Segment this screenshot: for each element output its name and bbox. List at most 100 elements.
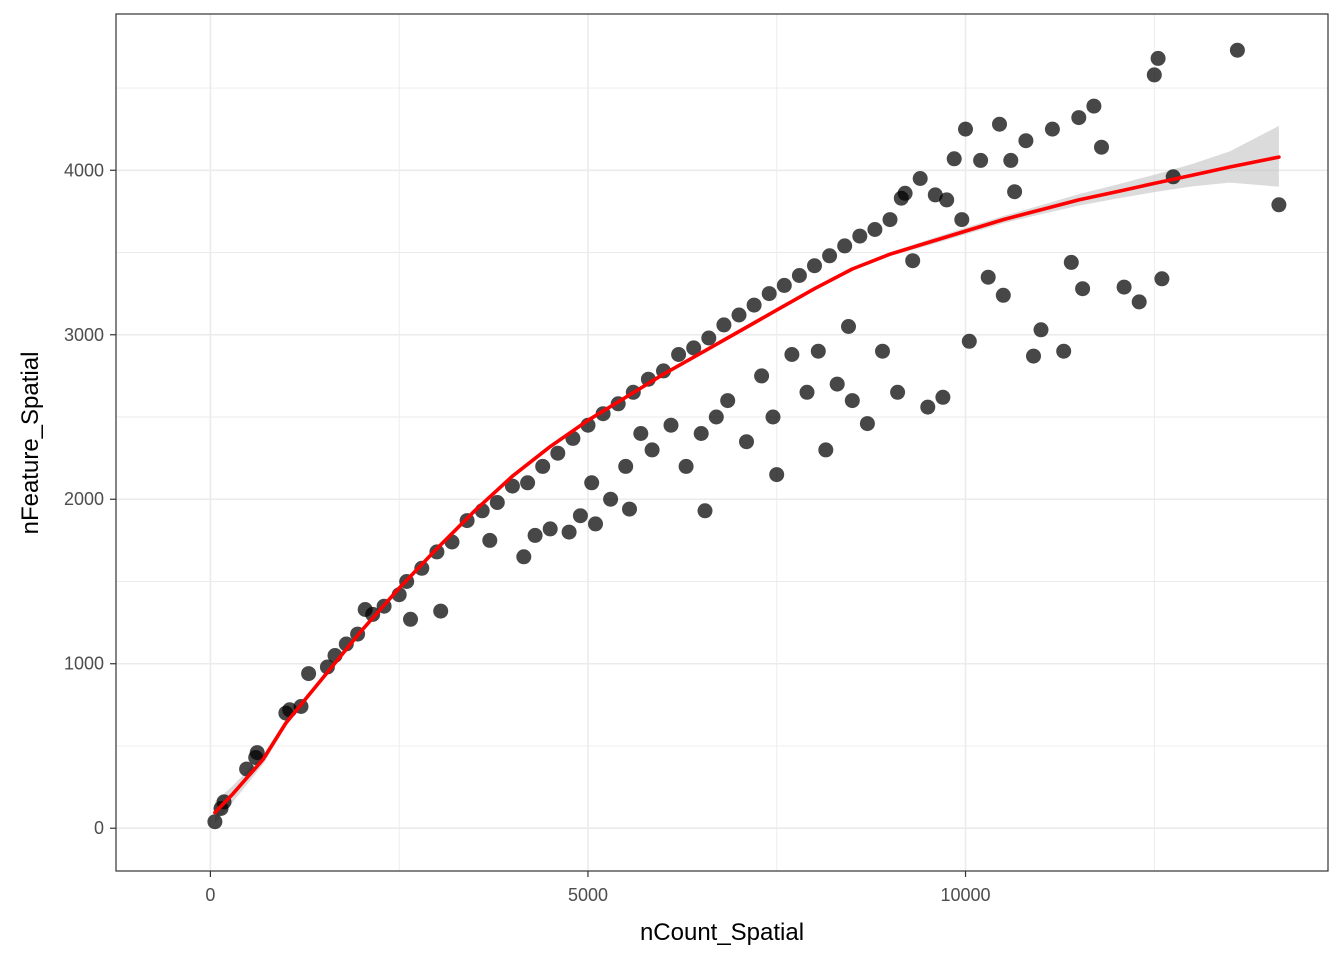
- data-point: [1033, 322, 1049, 338]
- data-point: [954, 212, 970, 228]
- data-point: [716, 317, 732, 333]
- data-point: [1154, 271, 1170, 287]
- data-point: [504, 478, 520, 494]
- data-point: [207, 814, 223, 830]
- axes: 0 5000 10000 0 1000 2000 3000 4000: [64, 160, 991, 905]
- data-point: [622, 501, 637, 517]
- data-point: [1131, 294, 1147, 310]
- data-point: [946, 151, 962, 167]
- data-point: [1086, 98, 1102, 114]
- data-point: [1044, 121, 1060, 137]
- data-point: [807, 258, 822, 274]
- data-point: [701, 330, 717, 346]
- data-point: [1094, 139, 1109, 155]
- data-point: [920, 399, 936, 415]
- data-point: [319, 659, 335, 675]
- data-point: [1116, 279, 1132, 295]
- data-point: [671, 347, 687, 362]
- data-point: [980, 269, 996, 285]
- data-point: [644, 442, 660, 458]
- x-tick-label: 10000: [941, 885, 991, 905]
- data-point: [338, 636, 354, 652]
- fit-line: [213, 155, 1281, 815]
- data-point: [973, 152, 989, 168]
- data-point: [935, 389, 951, 405]
- y-tick-label: 0: [94, 818, 104, 838]
- data-point: [784, 347, 800, 362]
- data-point: [489, 495, 505, 510]
- data-point: [678, 458, 694, 474]
- data-point: [1150, 50, 1166, 66]
- data-point: [818, 442, 834, 458]
- data-point: [535, 458, 551, 474]
- y-tick-label: 4000: [64, 160, 104, 180]
- data-point: [761, 286, 777, 302]
- data-point: [1063, 254, 1079, 270]
- data-point: [516, 549, 532, 565]
- data-point: [841, 319, 856, 334]
- data-point: [799, 384, 815, 400]
- data-point: [791, 268, 807, 283]
- data-point: [633, 426, 649, 441]
- data-point: [927, 187, 943, 203]
- data-point: [561, 524, 577, 540]
- data-point: [1018, 133, 1034, 149]
- data-point: [769, 467, 785, 483]
- data-point: [754, 368, 770, 384]
- data-point: [572, 508, 588, 524]
- data-point: [810, 343, 826, 359]
- data-point: [365, 606, 381, 622]
- y-axis-title: nFeature_Spatial: [17, 352, 44, 535]
- data-point: [1007, 184, 1023, 200]
- data-point: [776, 277, 792, 293]
- data-point: [686, 340, 702, 356]
- data-point: [765, 409, 781, 425]
- data-point: [249, 745, 265, 761]
- data-point: [1146, 67, 1162, 83]
- data-point: [1271, 197, 1287, 213]
- data-point: [1003, 152, 1019, 168]
- data-point: [731, 307, 747, 323]
- data-point: [429, 544, 445, 560]
- data-point: [844, 393, 860, 409]
- y-tick-label: 2000: [64, 489, 104, 509]
- data-point: [697, 503, 713, 519]
- data-point: [550, 445, 566, 461]
- data-point: [739, 434, 754, 450]
- data-point: [584, 475, 600, 491]
- y-tick-label: 3000: [64, 325, 104, 345]
- data-point: [693, 426, 709, 441]
- data-point: [588, 516, 603, 532]
- panel-border: [115, 13, 1329, 872]
- data-point: [618, 458, 634, 474]
- data-point: [867, 222, 883, 237]
- x-tick-label: 0: [205, 885, 215, 905]
- data-point: [961, 333, 977, 349]
- data-point: [837, 238, 853, 254]
- data-point: [905, 253, 921, 269]
- data-point: [1056, 343, 1072, 359]
- x-axis-title: nCount_Spatial: [640, 919, 804, 946]
- data-point: [822, 248, 838, 264]
- fit-line-layer: [213, 155, 1281, 815]
- data-point: [527, 527, 543, 543]
- data-point: [720, 393, 736, 409]
- data-point: [958, 121, 973, 137]
- data-point: [890, 384, 906, 400]
- data-point: [301, 666, 317, 682]
- data-point: [708, 409, 724, 425]
- data-point: [403, 611, 418, 627]
- data-point: [882, 212, 898, 228]
- y-tick-label: 1000: [64, 654, 104, 674]
- data-point: [912, 171, 928, 186]
- data-point: [875, 343, 890, 359]
- data-point: [859, 416, 875, 432]
- data-point: [1026, 348, 1041, 364]
- data-point: [852, 228, 868, 244]
- data-point: [897, 185, 913, 201]
- data-point: [663, 417, 679, 433]
- data-point: [482, 532, 498, 548]
